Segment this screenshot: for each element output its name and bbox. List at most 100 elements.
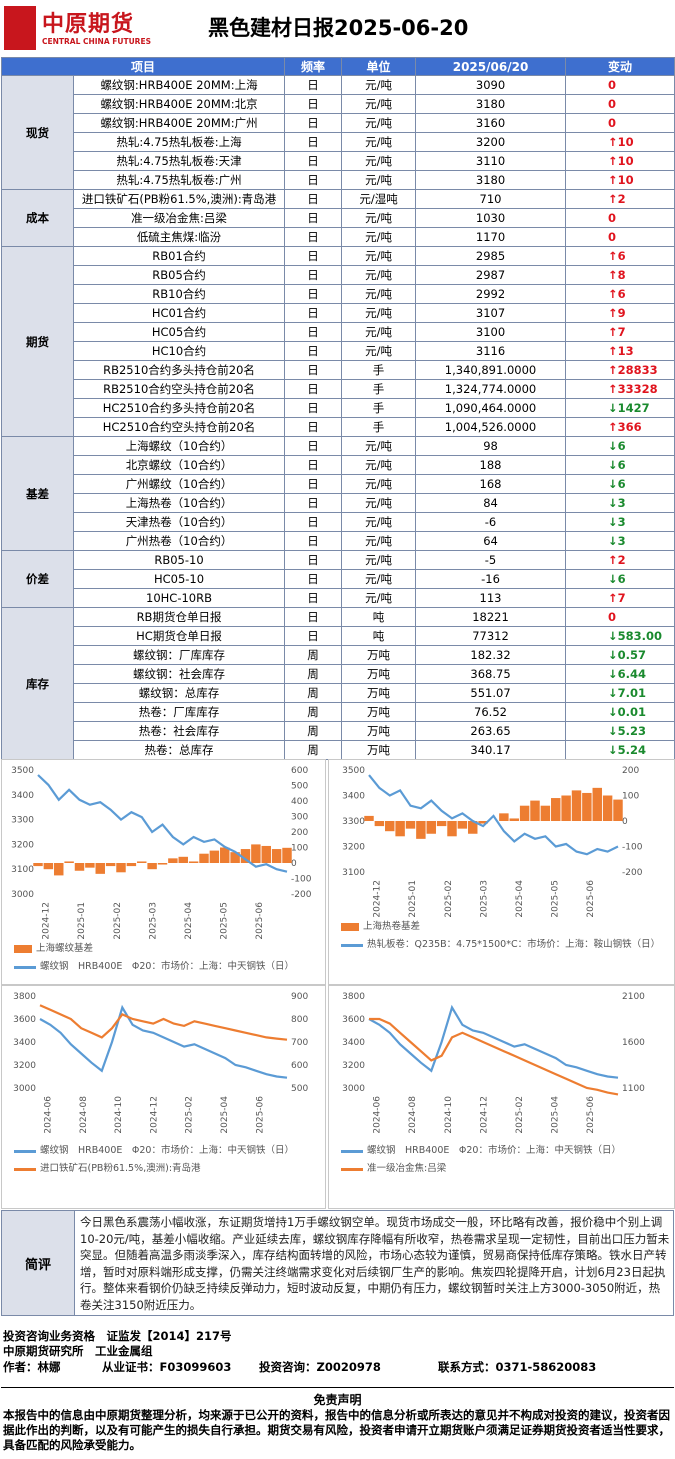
chart-svg: 3000 3200 3400 3600 3800 1100 1600 2100 2024-06 2… bbox=[342, 992, 645, 1134]
basis-bar bbox=[405, 821, 416, 829]
change-value: 7 bbox=[617, 591, 626, 605]
change-cell: 0 bbox=[565, 227, 675, 247]
basis-bar bbox=[509, 818, 519, 821]
table-header-row: 项目 频率 单位 2025/06/20 变动 bbox=[0, 57, 675, 76]
change-value: 13 bbox=[617, 344, 634, 358]
change-value: 6.44 bbox=[617, 667, 647, 681]
logo-mark-icon bbox=[4, 6, 36, 50]
table-row: 北京螺纹（10合约）日元/吨 188 ↓6 bbox=[2, 455, 675, 475]
basis-bar bbox=[261, 845, 271, 863]
consult-id: 投资咨询：Z0020978 bbox=[259, 1360, 381, 1374]
unit-cell: 元/湿吨 bbox=[341, 189, 417, 209]
change-cell: ↓7.01 bbox=[565, 683, 675, 703]
freq-cell: 日 bbox=[284, 360, 343, 380]
y-left-tick-label: 3300 bbox=[342, 817, 365, 827]
value-cell: 3180 bbox=[415, 94, 567, 114]
basis-bar bbox=[551, 798, 561, 821]
chart-svg: 3100 3200 3300 3400 3500 -200 -100 0 100 200 2024-… bbox=[342, 766, 643, 918]
x-tick-label: 2025-06 bbox=[255, 1096, 265, 1134]
arrow-up-icon: ↑ bbox=[608, 135, 618, 149]
basis-bar bbox=[364, 815, 374, 821]
item-cell: 螺纹钢：社会库存 bbox=[72, 664, 286, 684]
change-cell: ↑10 bbox=[565, 170, 675, 190]
x-tick-label: 2025-04 bbox=[184, 902, 194, 940]
chart-rebar-vs-iron-ore: 3000 3200 3400 3600 3800 500 600 700 800 900 2024-… bbox=[1, 985, 326, 1209]
table-row: 热轧:4.75热轧板卷:天津日元/吨 3110 ↑10 bbox=[2, 151, 675, 171]
value-cell: 3116 bbox=[415, 341, 567, 361]
item-cell: RB01合约 bbox=[72, 246, 286, 266]
x-tick-label: 2024-12 bbox=[373, 880, 383, 918]
value-cell: 18221 bbox=[415, 607, 567, 627]
basis-bar bbox=[199, 853, 209, 863]
change-cell: ↑2 bbox=[565, 550, 675, 570]
col-header-unit: 单位 bbox=[341, 57, 417, 76]
value-cell: 84 bbox=[415, 493, 567, 513]
change-value: 6 bbox=[617, 249, 626, 263]
change-cell: ↓3 bbox=[565, 531, 675, 551]
chart-legend: 螺纹钢 HRB400E Φ20：市场价：上海：中天钢铁（日） 准一级冶金焦:吕梁 bbox=[341, 1144, 666, 1180]
legend-item: 螺纹钢 HRB400E Φ20：市场价：上海：中天钢铁（日） bbox=[14, 1144, 317, 1157]
y-right-tick-label: 700 bbox=[291, 1038, 308, 1048]
item-cell: 螺纹钢:HRB400E 20MM:广州 bbox=[72, 113, 286, 133]
table-row: 热卷：社会库存周万吨 263.65 ↓5.23 bbox=[2, 721, 675, 741]
item-cell: HC2510合约多头持仓前20名 bbox=[72, 398, 286, 418]
basis-bar bbox=[478, 821, 488, 824]
arrow-down-icon: ↓ bbox=[608, 534, 618, 548]
value-cell: 182.32 bbox=[415, 645, 567, 665]
freq-cell: 日 bbox=[284, 265, 343, 285]
table-row: 10HC-10RB 日元/吨 113 ↑7 bbox=[2, 588, 675, 608]
change-cell: ↑2 bbox=[565, 189, 675, 209]
comment-label: 简评 bbox=[2, 1211, 75, 1315]
contact: 联系方式：0371-58620083 bbox=[438, 1360, 597, 1374]
item-cell: 上海热卷（10合约） bbox=[72, 493, 286, 513]
freq-cell: 周 bbox=[284, 740, 343, 760]
x-tick-label: 2025-02 bbox=[515, 1096, 525, 1134]
freq-cell: 日 bbox=[284, 151, 343, 171]
category-cell: 期货 bbox=[1, 246, 74, 437]
item-cell: 热卷：社会库存 bbox=[72, 721, 286, 741]
basis-bar bbox=[602, 795, 613, 821]
item-cell: RB10合约 bbox=[72, 284, 286, 304]
x-tick-label: 2024-08 bbox=[79, 1096, 89, 1134]
arrow-up-icon: ↑ bbox=[608, 344, 618, 358]
freq-cell: 日 bbox=[284, 588, 343, 608]
change-cell: ↑13 bbox=[565, 341, 675, 361]
company-logo: 中原期货 CENTRAL CHINA FUTURES bbox=[4, 6, 154, 52]
item-cell: 上海螺纹（10合约） bbox=[72, 436, 286, 456]
freq-cell: 日 bbox=[284, 170, 343, 190]
freq-cell: 日 bbox=[284, 322, 343, 342]
y-right-tick-label: 600 bbox=[291, 766, 308, 776]
basis-bar bbox=[561, 795, 571, 821]
table-row: 螺纹钢：总库存周万吨 551.07 ↓7.01 bbox=[2, 683, 675, 703]
basis-bar bbox=[385, 821, 395, 832]
x-tick-label: 2025-02 bbox=[113, 902, 123, 940]
x-tick-label: 2024-10 bbox=[114, 1096, 124, 1134]
y-left-tick-label: 3800 bbox=[342, 992, 365, 1002]
freq-cell: 日 bbox=[284, 284, 343, 304]
legend-label: 准一级冶金焦:吕梁 bbox=[367, 1163, 447, 1174]
unit-cell: 元/吨 bbox=[341, 265, 417, 285]
certificate: 从业证书：F03099603 bbox=[102, 1360, 232, 1374]
value-cell: 1,324,774.0000 bbox=[415, 379, 567, 399]
value-cell: 113 bbox=[415, 588, 567, 608]
unit-cell: 万吨 bbox=[341, 683, 417, 703]
basis-bar bbox=[105, 863, 116, 867]
table-row: 现货 螺纹钢:HRB400E 20MM:上海日元/吨 3090 0 bbox=[1, 75, 675, 190]
change-cell: ↓6 bbox=[565, 569, 675, 589]
col-header-item: 项目 bbox=[0, 57, 286, 76]
item-cell: 广州热卷（10合约） bbox=[72, 531, 286, 551]
basis-bar bbox=[95, 863, 105, 874]
change-cell: ↓5.24 bbox=[565, 740, 675, 760]
arrow-up-icon: ↑ bbox=[608, 173, 618, 187]
basis-bar bbox=[540, 805, 551, 821]
legend-label: 上海螺纹基差 bbox=[36, 943, 94, 954]
freq-cell: 日 bbox=[284, 493, 343, 513]
basis-bar bbox=[240, 849, 251, 863]
y-right-tick-label: -100 bbox=[291, 875, 312, 885]
change-cell: ↑7 bbox=[565, 322, 675, 342]
chart-svg: 3000 3200 3400 3600 3800 500 600 700 800 900 2024-… bbox=[13, 992, 308, 1134]
value-cell: 551.07 bbox=[415, 683, 567, 703]
table-row: HC01合约日元/吨 3107 ↑9 bbox=[2, 303, 675, 323]
x-tick-label: 2024-10 bbox=[444, 1096, 454, 1134]
freq-cell: 日 bbox=[284, 550, 343, 570]
